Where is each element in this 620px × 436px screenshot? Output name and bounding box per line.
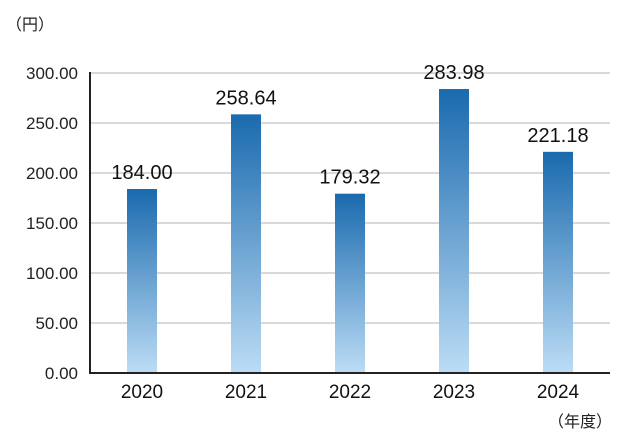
data-label-2020: 184.00 xyxy=(111,162,172,184)
x-tick-label-2021: 2021 xyxy=(225,382,267,403)
y-tick-label: 100.00 xyxy=(26,264,78,283)
y-tick-label: 200.00 xyxy=(26,164,78,183)
x-tick-label-2020: 2020 xyxy=(121,382,163,403)
y-tick-label: 0.00 xyxy=(45,364,78,383)
bar-2022 xyxy=(335,193,365,373)
y-axis-ticks: 0.00 50.00 100.00 150.00 200.00 250.00 300.00 xyxy=(26,64,78,383)
x-axis-ticks: 2020 2021 2022 2023 2024 xyxy=(121,382,580,403)
y-axis-unit: （円） xyxy=(6,16,54,34)
y-tick-label: 300.00 xyxy=(26,64,78,83)
bars xyxy=(127,89,573,374)
data-label-2023: 283.98 xyxy=(423,62,484,84)
y-tick-label: 50.00 xyxy=(35,314,78,333)
x-axis-unit: （年度） xyxy=(548,413,612,431)
x-tick-label-2023: 2023 xyxy=(433,382,475,403)
y-tick-label: 250.00 xyxy=(26,114,78,133)
y-tick-label: 150.00 xyxy=(26,214,78,233)
data-labels: 184.00 258.64 179.32 283.98 221.18 xyxy=(111,62,588,189)
x-tick-label-2024: 2024 xyxy=(537,382,580,403)
bar-2023 xyxy=(439,89,469,374)
bar-2021 xyxy=(231,114,261,374)
data-label-2024: 221.18 xyxy=(527,125,588,147)
bar-2024 xyxy=(543,151,573,373)
x-tick-label-2022: 2022 xyxy=(329,382,371,403)
data-label-2021: 258.64 xyxy=(215,87,276,109)
bar-2020 xyxy=(127,189,157,373)
data-label-2022: 179.32 xyxy=(319,167,380,189)
